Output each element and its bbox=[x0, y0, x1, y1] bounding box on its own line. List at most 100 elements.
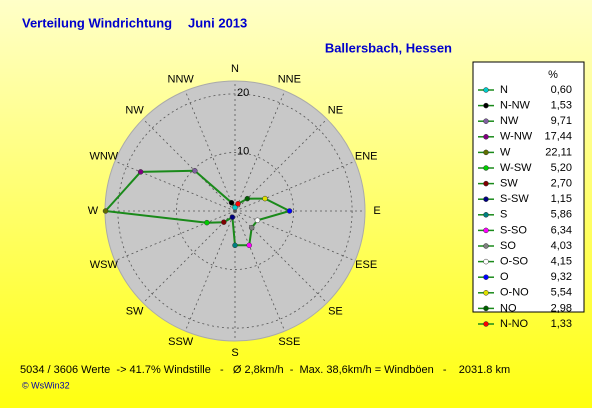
legend-value: 9,32 bbox=[551, 271, 572, 283]
point bbox=[102, 208, 109, 214]
direction-label: SSE bbox=[278, 336, 300, 348]
legend-label: NW bbox=[500, 115, 519, 127]
spoke bbox=[184, 90, 236, 212]
legend-marker bbox=[483, 212, 489, 218]
legend-label: O-NO bbox=[500, 287, 529, 299]
point bbox=[137, 169, 144, 175]
period: Juni 2013 bbox=[188, 15, 247, 30]
legend-value: 4,15 bbox=[551, 256, 572, 268]
point bbox=[228, 199, 235, 206]
legend-value: 4,03 bbox=[551, 240, 572, 252]
direction-label: SE bbox=[328, 305, 343, 317]
spoke bbox=[234, 90, 286, 212]
legend-value: 1,15 bbox=[551, 193, 572, 205]
legend-value: 9,71 bbox=[551, 115, 572, 127]
direction-label: WSW bbox=[90, 259, 119, 271]
direction-label: NNW bbox=[168, 74, 195, 86]
legend-marker bbox=[483, 180, 489, 187]
legend-label: S-SW bbox=[500, 193, 529, 205]
direction-label: NNE bbox=[278, 74, 301, 86]
legend-label: S-SO bbox=[500, 224, 527, 236]
grid-circle bbox=[176, 152, 294, 270]
grid-circle bbox=[117, 93, 353, 329]
legend-marker bbox=[483, 102, 489, 109]
legend-label: N-NO bbox=[500, 318, 529, 330]
direction-label: NE bbox=[328, 104, 343, 116]
spoke bbox=[234, 118, 328, 212]
legend-box bbox=[472, 61, 585, 313]
legend-marker bbox=[483, 165, 489, 171]
legend-value: 5,20 bbox=[551, 162, 572, 174]
point bbox=[235, 201, 241, 207]
legend-label: W-SW bbox=[500, 162, 532, 174]
point bbox=[254, 217, 261, 224]
direction-label: ESE bbox=[355, 259, 377, 271]
legend-marker bbox=[483, 243, 489, 249]
legend-unit: % bbox=[548, 69, 558, 81]
point bbox=[204, 219, 210, 226]
legend-label: NO bbox=[500, 302, 517, 314]
direction-label: E bbox=[373, 205, 380, 217]
point bbox=[244, 195, 251, 202]
direction-label: SSW bbox=[168, 336, 194, 348]
legend-marker bbox=[483, 321, 489, 327]
point bbox=[232, 242, 238, 249]
point bbox=[248, 224, 255, 231]
legend-label: O bbox=[500, 271, 509, 283]
point bbox=[229, 214, 236, 220]
point bbox=[286, 208, 293, 214]
point bbox=[262, 195, 268, 202]
legend-marker bbox=[483, 196, 489, 202]
r-tick-label: 10 bbox=[237, 145, 249, 157]
legend-label: SO bbox=[500, 240, 516, 252]
legend-value: 1,53 bbox=[551, 100, 572, 112]
legend-marker bbox=[483, 118, 489, 124]
legend-value: 6,34 bbox=[551, 224, 572, 236]
spoke bbox=[234, 160, 356, 212]
spoke bbox=[142, 210, 236, 304]
point bbox=[192, 168, 198, 174]
footer: 5034 / 3606 Werte -> 41.7% Windstille - … bbox=[20, 364, 510, 376]
legend-label: O-SO bbox=[500, 256, 529, 268]
credit: © WsWin32 bbox=[22, 380, 70, 390]
direction-label: SW bbox=[126, 305, 144, 317]
legend-value: 22,11 bbox=[545, 146, 572, 158]
direction-label: WNW bbox=[89, 151, 118, 163]
spoke bbox=[114, 210, 236, 262]
legend-value: 2,98 bbox=[551, 302, 572, 314]
legend-marker bbox=[483, 274, 489, 280]
point bbox=[246, 242, 252, 249]
legend-label: S bbox=[500, 209, 507, 221]
legend-value: 5,86 bbox=[551, 209, 572, 221]
legend-label: N-NW bbox=[500, 100, 531, 112]
spoke bbox=[234, 210, 286, 332]
legend-label: W-NW bbox=[500, 131, 533, 143]
legend-marker bbox=[483, 227, 489, 234]
chart-title: Verteilung Windrichtung bbox=[22, 15, 172, 30]
legend-label: SW bbox=[500, 178, 518, 190]
legend-marker bbox=[483, 87, 489, 93]
legend-value: 0,60 bbox=[551, 84, 572, 96]
direction-label: N bbox=[231, 63, 239, 75]
point bbox=[221, 219, 227, 225]
legend-marker bbox=[483, 290, 489, 296]
direction-label: S bbox=[231, 347, 238, 359]
r-tick-label: 20 bbox=[237, 87, 249, 99]
legend-label: N bbox=[500, 84, 508, 96]
legend-label: W bbox=[500, 146, 511, 158]
legend-marker bbox=[483, 258, 489, 265]
spoke bbox=[142, 118, 236, 212]
legend-value: 2,70 bbox=[551, 178, 572, 190]
legend-marker bbox=[483, 149, 489, 156]
direction-label: W bbox=[88, 205, 99, 217]
legend-marker bbox=[483, 134, 489, 140]
point bbox=[232, 204, 238, 211]
spoke bbox=[184, 210, 236, 332]
legend-value: 5,54 bbox=[551, 287, 572, 299]
direction-label: ENE bbox=[355, 151, 378, 163]
legend-marker bbox=[483, 305, 489, 312]
location: Ballersbach, Hessen bbox=[325, 40, 452, 55]
direction-label: NW bbox=[125, 104, 144, 116]
